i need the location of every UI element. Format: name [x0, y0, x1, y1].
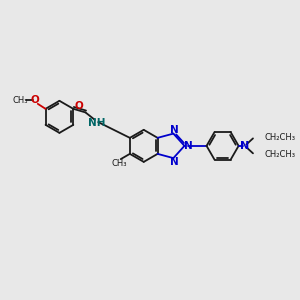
Text: CH₂CH₃: CH₂CH₃ — [265, 133, 296, 142]
Text: N: N — [170, 125, 179, 135]
Text: O: O — [74, 101, 83, 111]
Text: N: N — [170, 157, 179, 167]
Text: N: N — [240, 141, 249, 151]
Text: CH₃: CH₃ — [13, 96, 28, 105]
Text: NH: NH — [88, 118, 106, 128]
Text: N: N — [184, 141, 192, 151]
Text: CH₃: CH₃ — [112, 159, 127, 168]
Text: O: O — [30, 95, 39, 105]
Text: CH₂CH₃: CH₂CH₃ — [265, 150, 296, 159]
